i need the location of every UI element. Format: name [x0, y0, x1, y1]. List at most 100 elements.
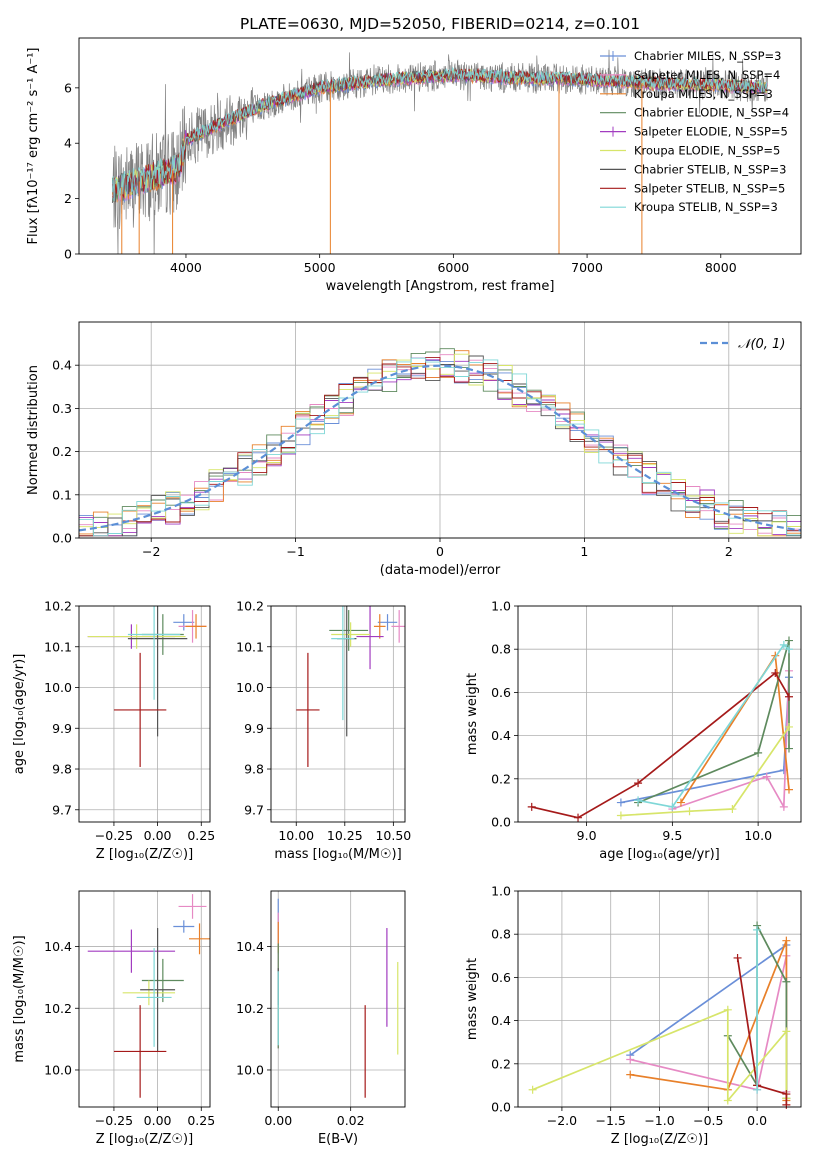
x-tick-label: 7000 — [571, 260, 603, 275]
mass-weight-marker — [754, 748, 763, 757]
legend-label: Kroupa ELODIE, N_SSP=5 — [634, 144, 780, 158]
mass-weight-marker — [574, 813, 583, 822]
mass-weight-marker — [784, 744, 793, 753]
x-tick-label: −0.25 — [95, 1113, 133, 1128]
legend-label: Kroupa MILES, N_SSP=3 — [634, 87, 773, 101]
y-tick-label: 0.4 — [52, 358, 72, 373]
y-tick-label: 0.0 — [491, 1100, 511, 1115]
mass-weight-marker — [753, 925, 762, 934]
plot-frame — [78, 37, 802, 255]
mass-weight-marker — [782, 936, 791, 945]
mass-weight-marker — [771, 668, 780, 677]
mass-weight-line — [620, 677, 790, 804]
mass-weight-marker — [782, 1090, 791, 1099]
mass-weight-marker — [616, 798, 625, 807]
x-tick-label: 0.00 — [144, 828, 172, 843]
x-tick-label: 8000 — [705, 260, 737, 275]
plot-frame — [270, 605, 406, 823]
plot-frame — [78, 890, 211, 1108]
y-tick-label: 9.9 — [244, 721, 264, 736]
x-tick-label: 0.0 — [747, 1113, 767, 1128]
mass-weight-line — [637, 643, 790, 808]
y-tick-label: 10.4 — [236, 939, 264, 954]
x-axis-label: mass [log₁₀(M/M☉)] — [274, 847, 401, 862]
y-tick-label: 0.8 — [491, 642, 511, 657]
mass-weight-marker — [676, 798, 685, 807]
y-tick-label: 10.0 — [236, 680, 264, 695]
y-tick-label: 9.8 — [244, 762, 264, 777]
mass-weight-marker — [779, 802, 788, 811]
legend-label: Chabrier STELIB, N_SSP=3 — [634, 162, 786, 176]
x-tick-label: 10.50 — [375, 828, 411, 843]
mass-weight-line — [736, 957, 788, 1105]
mass-weight-marker — [779, 640, 788, 649]
plot-frame — [270, 890, 406, 1108]
y-tick-label: 6 — [64, 80, 72, 95]
mass-weight-marker — [668, 802, 677, 811]
y-tick-label: 9.8 — [52, 762, 72, 777]
x-tick-label: 0.25 — [187, 828, 215, 843]
x-tick-label: −1.0 — [644, 1113, 674, 1128]
x-tick-label: −1.5 — [596, 1113, 626, 1128]
y-tick-label: 9.7 — [52, 802, 72, 817]
y-tick-label: 0.8 — [491, 927, 511, 942]
mass-weight-marker — [527, 802, 536, 811]
y-tick-label: 9.9 — [52, 721, 72, 736]
mass-weight-marker — [784, 722, 793, 731]
mass-weight-marker — [753, 1085, 762, 1094]
mass-weight-marker — [616, 811, 625, 820]
mass-weight-marker — [782, 1100, 791, 1109]
x-tick-label: 0 — [436, 544, 444, 559]
plot-frame — [78, 605, 211, 823]
residual-histogram-panel: −2 −1 0 1 2 0.0 0.1 0.2 0.3 0.4 (data-model)/error… — [26, 321, 802, 578]
y-tick-label: 0.4 — [491, 1013, 511, 1028]
legend-label: Salpeter ELODIE, N_SSP=5 — [634, 125, 788, 139]
mass-weight-line — [672, 670, 790, 810]
y-tick-label: 9.7 — [244, 802, 264, 817]
mass-vs-ebv-panel: 0.00 0.02 10.0 10.2 10.4 E(B-V) — [236, 890, 406, 1147]
mass-weight-marker — [634, 779, 643, 788]
mass-weight-marker — [723, 1096, 732, 1105]
figure-title: PLATE=0630, MJD=52050, FIBERID=0214, z=0… — [240, 15, 640, 33]
y-tick-label: 10.2 — [236, 599, 264, 614]
y-tick-label: 4 — [64, 136, 72, 151]
y-tick-label: 0.1 — [52, 487, 72, 502]
y-tick-label: 1.0 — [491, 884, 511, 899]
y-tick-label: 0.6 — [491, 685, 511, 700]
plot-frame — [517, 890, 802, 1108]
x-axis-label: Z [log₁₀(Z/Z☉)] — [96, 847, 193, 862]
y-tick-label: 10.1 — [44, 639, 72, 654]
x-tick-label: 0.00 — [144, 1113, 172, 1128]
y-tick-label: 10.0 — [44, 680, 72, 695]
normal-curve — [78, 364, 802, 532]
mass-weight-marker — [782, 977, 791, 986]
y-axis-label: Flux [fλ10⁻¹⁷ erg cm⁻² s⁻¹ A⁻¹] — [26, 48, 41, 245]
mass-weight-marker — [733, 953, 742, 962]
mass-weight-marker — [782, 1027, 791, 1036]
age-vs-mass-panel: 10.00 10.25 10.50 9.7 9.8 9.9 10.0 10.1 10.2 mass… — [236, 599, 411, 863]
mass-weight-marker — [784, 692, 793, 701]
model-spectrum-line — [111, 67, 768, 199]
y-tick-label: 10.1 — [236, 639, 264, 654]
mass-weight-marker — [685, 807, 694, 816]
x-axis-label: Z [log₁₀(Z/Z☉)] — [611, 1132, 708, 1147]
x-axis-label: wavelength [Angstrom, rest frame] — [326, 279, 555, 294]
y-tick-label: 0.0 — [52, 531, 72, 546]
mass-vs-metallicity-panel: −0.25 0.00 0.25 10.0 10.2 10.4 Z [log₁₀(Z/Z☉)]… — [12, 890, 215, 1147]
mass-weight-marker — [784, 636, 793, 645]
mass-weight-marker — [762, 772, 771, 781]
mass-weight-vs-age-panel: 9.0 9.5 10.0 0.0 0.2 0.4 0.6 0.8 1.0 age [log₁₀(a… — [465, 599, 802, 862]
y-tick-label: 0.3 — [52, 401, 72, 416]
y-axis-label: age [log₁₀(age/yr)] — [12, 654, 27, 775]
y-tick-label: 0.4 — [491, 728, 511, 743]
x-axis-label: Z [log₁₀(Z/Z☉)] — [96, 1132, 193, 1147]
y-tick-label: 2 — [64, 191, 72, 206]
x-tick-label: 9.5 — [662, 828, 682, 843]
x-axis-label: age [log₁₀(age/yr)] — [599, 847, 720, 862]
x-axis-label: E(B-V) — [318, 1132, 358, 1147]
y-tick-label: 10.4 — [44, 939, 72, 954]
x-tick-label: 5000 — [304, 260, 336, 275]
legend-label: Kroupa STELIB, N_SSP=3 — [634, 200, 778, 214]
y-tick-label: 10.0 — [236, 1062, 264, 1077]
